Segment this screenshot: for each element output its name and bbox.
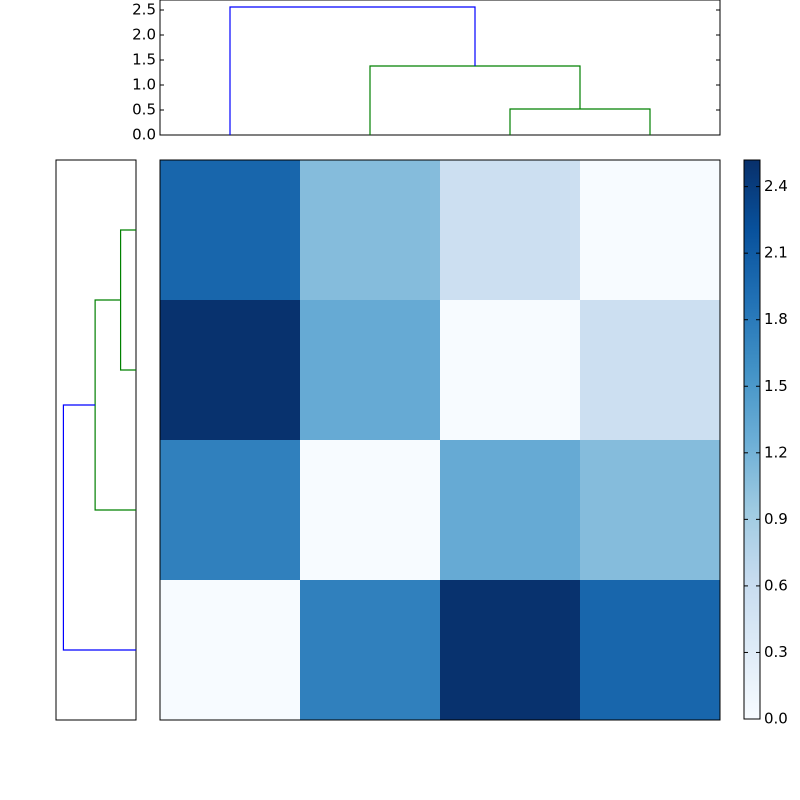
heatmap-cell — [580, 440, 720, 580]
heatmap-cell — [160, 580, 300, 720]
heatmap-cell — [160, 160, 300, 300]
y-tick-label: 1.0 — [132, 76, 156, 94]
dendrogram-link — [119, 229, 136, 371]
heatmap-cell — [160, 440, 300, 580]
dendrogram-link — [229, 6, 476, 135]
colorbar-tick-label: 0.3 — [764, 643, 788, 661]
y-tick-label: 0.0 — [132, 126, 156, 144]
heatmap-cell — [440, 160, 580, 300]
heatmap-cell — [580, 300, 720, 440]
heatmap-cell — [440, 440, 580, 580]
colorbar-tick-label: 0.6 — [764, 576, 788, 594]
heatmap-cell — [300, 580, 440, 720]
dendrogram-link — [369, 65, 581, 135]
colorbar-tick-label: 1.2 — [764, 443, 788, 461]
colorbar-tick-label: 2.4 — [764, 177, 788, 195]
y-tick-label: 2.5 — [132, 1, 156, 19]
heatmap-cell — [300, 440, 440, 580]
dendrogram-frame — [159, 0, 721, 136]
colorbar — [743, 159, 761, 720]
y-tick-label: 1.5 — [132, 51, 156, 69]
colorbar-tick-label: 1.8 — [764, 310, 788, 328]
heatmap-frame — [159, 159, 721, 721]
colorbar-tick-label: 1.5 — [764, 377, 788, 395]
heatmap-cell — [300, 300, 440, 440]
dendrogram-link — [509, 108, 651, 135]
heatmap-cell — [300, 160, 440, 300]
heatmap-cell — [580, 580, 720, 720]
dendrogram-link — [62, 404, 136, 651]
dendrogram-link — [94, 299, 136, 511]
colorbar-tick-label: 0.0 — [764, 710, 788, 728]
heatmap-cell — [580, 160, 720, 300]
dendrogram-frame — [55, 159, 137, 721]
heatmap-cell — [160, 300, 300, 440]
heatmap-cell — [440, 580, 580, 720]
heatmap-cell — [440, 300, 580, 440]
colorbar-tick-label: 0.9 — [764, 510, 788, 528]
y-tick-label: 0.5 — [132, 101, 156, 119]
colorbar-tick-label: 2.1 — [764, 244, 788, 262]
y-tick-label: 2.0 — [132, 26, 156, 44]
